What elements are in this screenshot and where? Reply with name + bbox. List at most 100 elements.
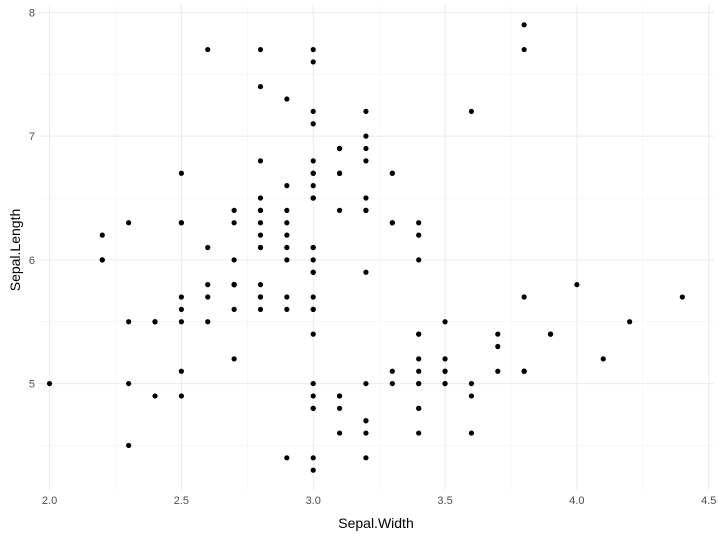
scatter-point xyxy=(284,455,290,461)
scatter-point xyxy=(284,220,290,226)
scatter-point xyxy=(468,430,475,436)
y-axis-title: Sepal.Length xyxy=(7,209,23,292)
scatter-point xyxy=(468,393,475,399)
x-tick-label: 3.0 xyxy=(306,495,321,507)
scatter-point xyxy=(363,133,369,139)
scatter-point xyxy=(205,46,211,53)
scatter-point xyxy=(521,368,527,374)
scatter-point xyxy=(231,282,237,288)
scatter-point xyxy=(231,306,237,312)
scatter-point xyxy=(310,46,316,53)
scatter-point xyxy=(442,368,448,374)
scatter-point xyxy=(126,380,132,387)
scatter-point xyxy=(310,183,316,189)
scatter-point xyxy=(231,220,237,226)
scatter-point xyxy=(363,207,369,213)
scatter-point xyxy=(310,405,316,411)
scatter-point xyxy=(231,257,237,263)
scatter-point xyxy=(257,207,264,213)
scatter-point xyxy=(310,121,316,127)
minor-gridlines xyxy=(39,5,714,490)
scatter-point xyxy=(495,343,501,350)
scatter-point xyxy=(442,380,448,387)
y-axis-tick-labels: 5 6 7 8 xyxy=(29,7,35,390)
scatter-point xyxy=(310,467,316,473)
scatter-point xyxy=(126,319,132,325)
scatter-point xyxy=(363,145,369,152)
scatter-point xyxy=(310,158,316,164)
scatter-point xyxy=(178,368,184,374)
scatter-point xyxy=(495,331,501,337)
data-points xyxy=(46,22,685,473)
scatter-point xyxy=(416,380,422,387)
scatter-point xyxy=(363,195,369,201)
scatter-point xyxy=(152,393,158,399)
scatter-point xyxy=(257,244,264,251)
scatter-point xyxy=(521,22,527,28)
major-gridlines xyxy=(39,5,714,490)
scatter-point xyxy=(257,294,264,300)
scatter-point xyxy=(310,331,316,337)
scatter-point xyxy=(336,393,343,399)
scatter-point xyxy=(178,393,184,399)
scatter-point xyxy=(257,158,264,164)
scatter-point xyxy=(310,257,316,263)
y-tick-label: 7 xyxy=(29,131,35,143)
scatter-point xyxy=(46,380,53,387)
scatter-point xyxy=(363,430,369,436)
scatter-point xyxy=(574,282,580,288)
scatter-point xyxy=(336,145,343,152)
scatter-point xyxy=(416,368,422,374)
scatter-point xyxy=(205,244,211,251)
scatter-point xyxy=(468,108,475,115)
scatter-point xyxy=(521,294,527,300)
scatter-point xyxy=(178,306,184,312)
scatter-point xyxy=(284,183,290,189)
scatter-point xyxy=(363,380,369,387)
scatter-point xyxy=(205,282,211,288)
scatter-point xyxy=(310,244,316,251)
scatter-point xyxy=(442,319,448,325)
scatter-point xyxy=(336,207,343,213)
x-tick-label: 3.5 xyxy=(437,495,452,507)
scatter-point xyxy=(231,356,237,362)
x-tick-label: 4.5 xyxy=(701,495,716,507)
scatter-point xyxy=(126,442,132,449)
scatter-point xyxy=(178,294,184,300)
scatter-point xyxy=(99,232,105,238)
scatter-point xyxy=(495,368,501,374)
scatter-point xyxy=(310,170,316,176)
scatter-point xyxy=(284,96,290,102)
scatter-point xyxy=(363,158,369,164)
scatter-point xyxy=(152,319,158,325)
scatter-point xyxy=(257,195,264,201)
scatter-point xyxy=(389,170,395,176)
scatter-point xyxy=(389,380,395,387)
scatter-point xyxy=(257,232,264,238)
scatter-point xyxy=(231,207,237,213)
scatter-point xyxy=(468,380,475,387)
scatter-point xyxy=(284,207,290,213)
x-axis-title: Sepal.Width xyxy=(338,515,413,531)
scatter-point xyxy=(521,46,527,53)
scatter-point xyxy=(389,368,395,374)
scatter-point xyxy=(178,170,184,176)
scatter-point xyxy=(284,244,290,251)
scatter-point xyxy=(336,170,343,176)
x-tick-label: 2.5 xyxy=(174,495,189,507)
scatter-point xyxy=(679,294,685,300)
scatter-point xyxy=(99,257,105,263)
scatter-point xyxy=(600,356,606,362)
scatter-point xyxy=(310,306,316,312)
scatter-point xyxy=(178,319,184,325)
scatter-point xyxy=(310,294,316,300)
scatter-point xyxy=(310,59,316,65)
scatter-point xyxy=(178,220,184,226)
scatter-point xyxy=(627,319,633,325)
scatter-point xyxy=(257,46,264,53)
x-tick-label: 2.0 xyxy=(42,495,57,507)
y-tick-label: 8 xyxy=(29,7,35,19)
y-tick-label: 6 xyxy=(29,255,35,267)
scatter-point xyxy=(284,294,290,300)
